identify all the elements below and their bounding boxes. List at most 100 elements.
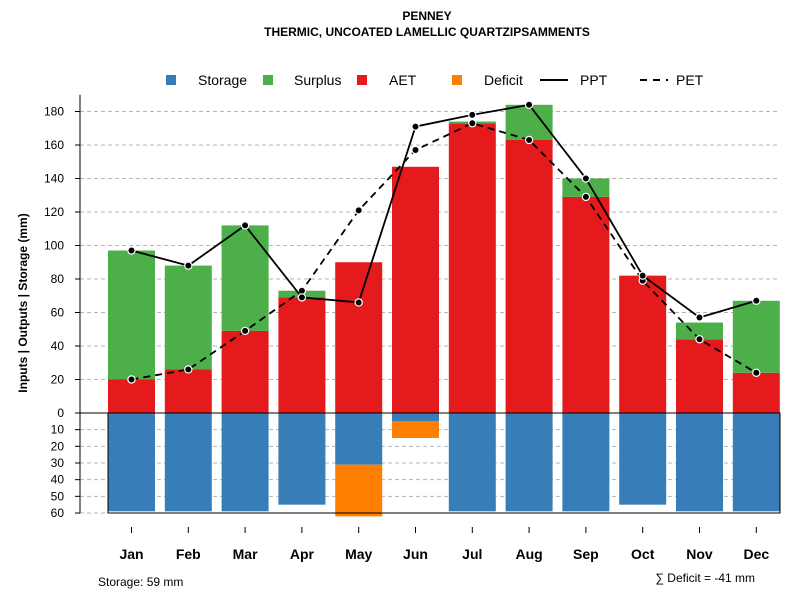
lines <box>127 100 761 384</box>
legend-label-storage: Storage <box>198 72 247 88</box>
pet-point <box>354 206 363 215</box>
y-tick-label: 100 <box>44 239 64 253</box>
x-tick-label: Nov <box>686 546 713 562</box>
legend-label-ppt: PPT <box>580 72 608 88</box>
surplus-bar <box>108 250 155 380</box>
x-tick-label: Mar <box>233 546 258 562</box>
storage-bar <box>164 413 212 512</box>
pet-point <box>127 375 136 384</box>
y-axis-label: Inputs | Outputs | Storage (mm) <box>16 213 30 392</box>
y-tick-label: 180 <box>44 105 64 119</box>
legend-label-pet: PET <box>676 72 704 88</box>
x-tick-label: Apr <box>290 546 315 562</box>
pet-point <box>411 145 420 155</box>
aet-bar <box>392 166 439 413</box>
ppt-point <box>240 221 250 230</box>
pet-point <box>240 326 250 336</box>
x-tick-label: Jun <box>403 546 428 562</box>
surplus-bar <box>221 225 269 331</box>
chart-title: PENNEY <box>402 9 451 23</box>
bars <box>108 104 780 517</box>
x-tick-label: Aug <box>515 546 542 562</box>
deficit-note: ∑ Deficit = -41 mm <box>655 571 755 585</box>
aet-bar <box>732 372 780 413</box>
x-tick-label: May <box>345 546 372 562</box>
surplus-bar <box>164 265 212 370</box>
storage-bar <box>505 413 553 512</box>
ppt-point <box>581 174 591 183</box>
legend-swatch-aet <box>357 75 367 85</box>
pet-point <box>524 135 534 145</box>
ppt-line <box>131 103 757 319</box>
aet-bar <box>335 262 383 413</box>
x-tick-label: Jul <box>462 546 482 562</box>
storage-bar <box>335 413 383 465</box>
y-tick-label: 160 <box>44 138 64 152</box>
storage-bar <box>221 413 269 512</box>
y-tick-label: 50 <box>51 489 65 503</box>
y-tick-label: 10 <box>51 423 65 437</box>
aet-bar <box>562 196 610 413</box>
storage-bar <box>448 413 496 512</box>
ppt-point <box>354 298 363 307</box>
storage-bar <box>108 413 155 512</box>
chart-subtitle: THERMIC, UNCOATED LAMELLIC QUARTZIPSAMME… <box>264 25 590 39</box>
y-tick-label: 20 <box>51 373 65 387</box>
surplus-bar <box>732 300 780 373</box>
y-tick-label: 120 <box>44 205 64 219</box>
axes: 0 20 40 60 80 100 120 140 160 180 10 20 30 40 50 60 Jan F… <box>44 94 781 562</box>
y-tick-label: 20 <box>51 439 65 453</box>
legend-swatch-storage <box>166 75 176 85</box>
aet-bar <box>448 123 496 413</box>
storage-bar <box>619 413 667 505</box>
pet-point <box>184 365 193 374</box>
legend-swatch-surplus <box>263 75 273 85</box>
legend-swatch-deficit <box>452 75 462 85</box>
x-tick-label: Feb <box>176 546 201 562</box>
deficit-bar <box>392 421 439 438</box>
storage-note: Storage: 59 mm <box>98 575 183 589</box>
ppt-point <box>695 313 704 322</box>
x-tick-label: Oct <box>631 546 655 562</box>
storage-bar <box>562 413 610 512</box>
legend-label-surplus: Surplus <box>294 72 341 88</box>
y-tick-label: 60 <box>51 306 65 320</box>
y-tick-label: 80 <box>51 272 65 286</box>
aet-bar <box>505 139 553 413</box>
storage-bar <box>676 413 723 512</box>
x-tick-label: Sep <box>573 546 599 562</box>
storage-bar <box>278 413 326 505</box>
ppt-point <box>638 271 647 280</box>
pet-point <box>468 119 477 128</box>
ppt-point <box>411 122 420 131</box>
y-tick-label: 40 <box>51 473 65 487</box>
aet-bar <box>164 369 212 413</box>
pet-point <box>581 192 591 202</box>
storage-bar <box>392 413 439 422</box>
x-tick-label: Jan <box>119 546 143 562</box>
pet-point <box>752 368 761 377</box>
ppt-point <box>127 246 136 255</box>
storage-bar <box>732 413 780 512</box>
aet-bar <box>676 339 723 413</box>
y-tick-label: 0 <box>57 406 64 420</box>
ppt-point <box>524 100 534 110</box>
ppt-point <box>184 261 193 270</box>
deficit-bar <box>335 464 383 517</box>
aet-bar <box>619 275 667 413</box>
surplus-bar <box>562 178 610 197</box>
aet-bar <box>221 330 269 413</box>
y-tick-label: 40 <box>51 339 65 353</box>
legend-label-aet: AET <box>389 72 417 88</box>
y-tick-label: 60 <box>51 506 65 520</box>
y-tick-label: 140 <box>44 172 64 186</box>
ppt-point <box>752 296 761 305</box>
surplus-bar <box>505 104 553 140</box>
legend: Storage Surplus AET Deficit PPT PET <box>166 72 704 88</box>
legend-label-deficit: Deficit <box>484 72 523 88</box>
y-tick-label: 30 <box>51 456 65 470</box>
pet-point <box>695 335 704 344</box>
x-tick-label: Dec <box>743 546 769 562</box>
aet-bar <box>278 297 326 413</box>
